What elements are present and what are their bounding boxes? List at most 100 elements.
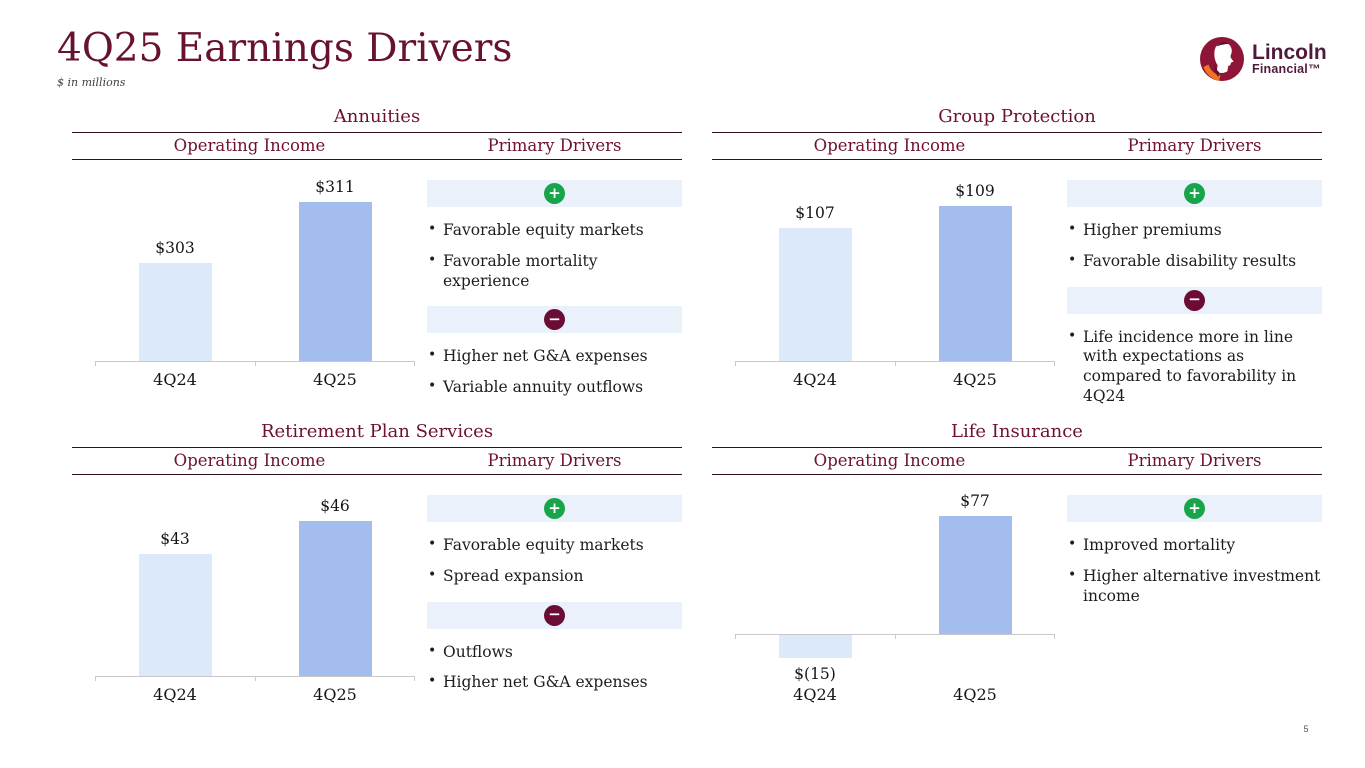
- column-headers: Operating Income Primary Drivers: [72, 448, 682, 475]
- category-label: 4Q25: [313, 685, 357, 704]
- positive-drivers-list: Higher premiums Favorable disability res…: [1067, 221, 1322, 272]
- primary-drivers: + Favorable equity markets Favorable mor…: [427, 160, 682, 413]
- section-title: Annuities: [72, 106, 682, 133]
- plus-icon: +: [1184, 183, 1205, 204]
- chart-plot: $(15) $77: [735, 487, 1055, 683]
- chart-plot: $303 $311: [95, 172, 415, 366]
- axis-tick: [414, 362, 415, 366]
- section-life-insurance: Life Insurance Operating Income Primary …: [712, 421, 1322, 704]
- bar-4Q25: [938, 205, 1012, 361]
- driver-bullet: Higher net G&A expenses: [427, 673, 682, 693]
- bar-value-label: $109: [955, 181, 995, 200]
- bar-value-label: $311: [315, 178, 355, 197]
- primary-drivers-header: Primary Drivers: [487, 136, 622, 155]
- column-headers: Operating Income Primary Drivers: [72, 133, 682, 160]
- lincoln-financial-logo: Lincoln Financial™: [1199, 36, 1327, 82]
- minus-icon: −: [1184, 289, 1205, 311]
- primary-drivers: + Higher premiums Favorable disability r…: [1067, 160, 1322, 422]
- primary-drivers: + Favorable equity markets Spread expans…: [427, 475, 682, 708]
- x-axis-line: [95, 361, 415, 362]
- bar-4Q25: [298, 202, 372, 361]
- logo-wordmark: Lincoln Financial™: [1252, 42, 1327, 77]
- section-group-protection: Group Protection Operating Income Primar…: [712, 106, 1322, 422]
- bar-value-label: $107: [795, 203, 835, 222]
- section-title: Group Protection: [712, 106, 1322, 133]
- column-headers: Operating Income Primary Drivers: [712, 133, 1322, 160]
- category-label: 4Q25: [953, 685, 997, 704]
- negative-drivers-list: Outflows Higher net G&A expenses: [427, 643, 682, 694]
- bar-4Q24: [778, 635, 852, 659]
- plus-icon: +: [544, 183, 565, 204]
- operating-income-chart: $107 $109 4Q24 4Q25: [712, 160, 1067, 422]
- positive-drivers-band: +: [427, 495, 682, 522]
- category-label: 4Q24: [153, 370, 197, 389]
- x-axis-line: [735, 361, 1055, 362]
- bar-4Q25: [938, 516, 1012, 635]
- x-axis-labels: 4Q24 4Q25: [95, 370, 415, 389]
- bar-4Q24: [138, 554, 212, 676]
- primary-drivers: + Improved mortality Higher alternative …: [1067, 475, 1322, 704]
- section-content: $(15) $77 4Q24 4Q25 + Improved mortality H…: [712, 475, 1322, 704]
- axis-tick: [95, 362, 96, 366]
- positive-drivers-band: +: [1067, 180, 1322, 207]
- title-block: 4Q25 Earnings Drivers $ in millions: [57, 26, 513, 89]
- section-content: $43 $46 4Q24 4Q25 + Favorable equity marke…: [72, 475, 682, 708]
- x-axis-line: [735, 634, 1055, 636]
- operating-income-header: Operating Income: [813, 451, 966, 470]
- column-headers: Operating Income Primary Drivers: [712, 448, 1322, 475]
- driver-bullet: Higher alternative investment income: [1067, 567, 1322, 607]
- category-label: 4Q24: [793, 685, 837, 704]
- operating-income-header: Operating Income: [173, 451, 326, 470]
- axis-tick: [95, 677, 96, 681]
- bar-value-label: $303: [155, 239, 195, 258]
- minus-icon: −: [544, 309, 565, 331]
- positive-drivers-band: +: [1067, 495, 1322, 522]
- section-annuities: Annuities Operating Income Primary Drive…: [72, 106, 682, 413]
- axis-tick: [414, 677, 415, 681]
- bar-value-label: $77: [960, 492, 990, 511]
- operating-income-header: Operating Income: [173, 136, 326, 155]
- x-axis-labels: 4Q24 4Q25: [735, 685, 1055, 704]
- operating-income-header: Operating Income: [813, 136, 966, 155]
- driver-bullet: Outflows: [427, 643, 682, 663]
- driver-bullet: Favorable equity markets: [427, 221, 682, 241]
- chart-plot: $107 $109: [735, 172, 1055, 366]
- axis-tick: [735, 362, 736, 366]
- section-content: $303 $311 4Q24 4Q25 + Favorable equity mar…: [72, 160, 682, 413]
- axis-tick: [255, 362, 256, 366]
- plus-icon: +: [1184, 498, 1205, 519]
- section-title: Life Insurance: [712, 421, 1322, 448]
- chart-plot: $43 $46: [95, 487, 415, 681]
- primary-drivers-header: Primary Drivers: [1127, 451, 1262, 470]
- positive-drivers-list: Improved mortality Higher alternative in…: [1067, 536, 1322, 606]
- bar-4Q24: [778, 227, 852, 361]
- page-subtitle: $ in millions: [57, 75, 126, 89]
- driver-bullet: Higher net G&A expenses: [427, 347, 682, 367]
- bar-4Q24: [138, 263, 212, 361]
- bar-value-label: $(15): [794, 665, 836, 684]
- lincoln-portrait-icon: [1200, 37, 1244, 81]
- negative-drivers-list: Life incidence more in line with expecta…: [1067, 328, 1322, 407]
- axis-tick: [735, 635, 736, 640]
- driver-bullet: Higher premiums: [1067, 221, 1322, 241]
- negative-drivers-list: Higher net G&A expenses Variable annuity…: [427, 347, 682, 398]
- primary-drivers-header: Primary Drivers: [1127, 136, 1262, 155]
- section-title: Retirement Plan Services: [72, 421, 682, 448]
- primary-drivers-header: Primary Drivers: [487, 451, 622, 470]
- driver-bullet: Favorable mortality experience: [427, 252, 682, 292]
- category-label: 4Q25: [313, 370, 357, 389]
- driver-bullet: Life incidence more in line with expecta…: [1067, 328, 1322, 407]
- section-content: $107 $109 4Q24 4Q25 + Higher premiums Favo…: [712, 160, 1322, 422]
- plus-icon: +: [544, 498, 565, 519]
- positive-drivers-list: Favorable equity markets Spread expansio…: [427, 536, 682, 587]
- page-title: 4Q25 Earnings Drivers: [57, 26, 513, 71]
- operating-income-chart: $(15) $77 4Q24 4Q25: [712, 475, 1067, 704]
- minus-icon: −: [544, 604, 565, 626]
- driver-bullet: Favorable equity markets: [427, 536, 682, 556]
- page-number: 5: [1303, 724, 1309, 734]
- negative-drivers-band: −: [427, 601, 682, 629]
- bar-value-label: $43: [160, 530, 190, 549]
- logo-line2: Financial™: [1252, 61, 1321, 76]
- category-label: 4Q24: [153, 685, 197, 704]
- x-axis-line: [95, 676, 415, 677]
